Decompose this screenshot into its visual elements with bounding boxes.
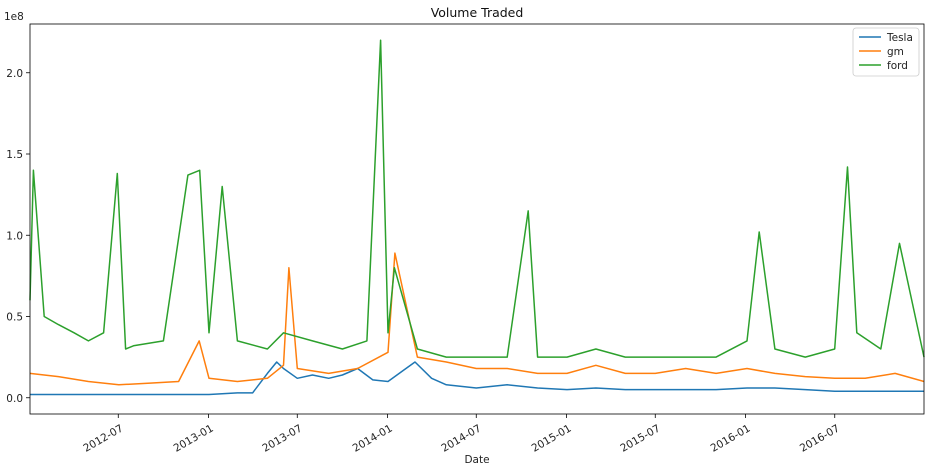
x-tick-label: 2013-07 bbox=[260, 422, 304, 454]
x-tick-label: 2014-07 bbox=[439, 422, 483, 454]
x-tick-label: 2016-07 bbox=[798, 422, 842, 454]
y-tick-label: 2.0 bbox=[6, 68, 23, 80]
series-line-gm bbox=[29, 252, 925, 386]
plot-frame bbox=[29, 23, 925, 415]
x-tick-label: 2013-01 bbox=[172, 422, 216, 454]
y-tick-label: 1.0 bbox=[6, 230, 23, 242]
x-axis: 2012-07 2013-01 2013-07 2014-01 2014-07 2015-… bbox=[81, 414, 842, 455]
plot-lines bbox=[29, 39, 925, 396]
chart-title: Volume Traded bbox=[431, 5, 524, 20]
x-tick-label: 2014-01 bbox=[351, 422, 395, 454]
y-axis: 0.0 0.5 1.0 1.5 2.0 bbox=[6, 68, 30, 405]
y-tick-label: 1.5 bbox=[6, 149, 23, 161]
x-tick-label: 2012-07 bbox=[81, 422, 125, 454]
legend: Tesla gm ford bbox=[852, 27, 920, 77]
series-line-tesla bbox=[30, 361, 924, 396]
legend-label-ford: ford bbox=[887, 60, 908, 72]
y-scale-label: 1e8 bbox=[4, 11, 24, 23]
y-tick-label: 0.5 bbox=[6, 312, 23, 324]
legend-box bbox=[852, 27, 920, 77]
x-tick-label: 2016-01 bbox=[709, 422, 753, 454]
y-tick-label: 0.0 bbox=[6, 393, 23, 405]
x-tick-label: 2015-07 bbox=[618, 422, 662, 454]
x-axis-label: Date bbox=[464, 454, 489, 466]
series-line-ford bbox=[29, 39, 925, 358]
x-tick-label: 2015-01 bbox=[530, 422, 574, 454]
legend-label-gm: gm bbox=[887, 46, 904, 58]
legend-label-tesla: Tesla bbox=[886, 32, 913, 44]
